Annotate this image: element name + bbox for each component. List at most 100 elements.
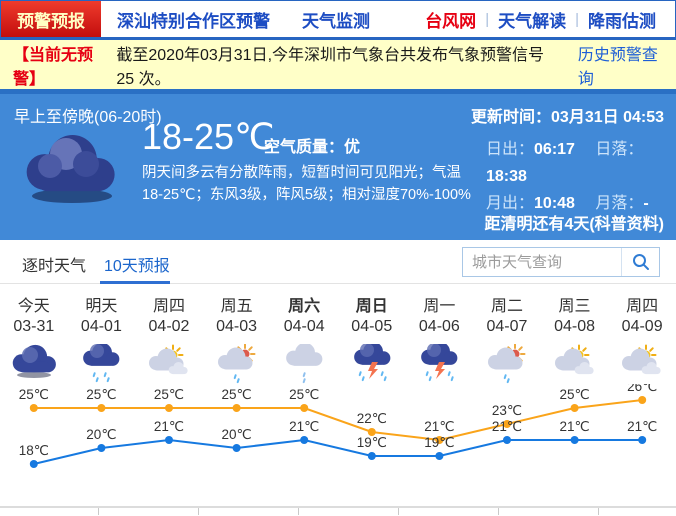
day-date: 04-01 xyxy=(80,318,122,335)
sun-cloud-icon xyxy=(148,344,188,375)
nav-link-天气解读[interactable]: 天气解读 xyxy=(498,11,567,31)
weather-icon-cell xyxy=(338,344,406,384)
search-icon xyxy=(632,254,649,270)
day-date: 04-03 xyxy=(216,318,258,335)
svg-text:21℃: 21℃ xyxy=(154,419,184,434)
separator: | xyxy=(485,10,490,28)
svg-text:25℃: 25℃ xyxy=(86,387,116,402)
day-date: 04-09 xyxy=(621,318,663,335)
tab-ten-day-forecast[interactable]: 10天预报 xyxy=(104,258,170,275)
thunderstorm-icon xyxy=(353,344,391,382)
update-time: 更新时间：03月31日 04:53 xyxy=(471,109,664,126)
svg-text:25℃: 25℃ xyxy=(289,387,319,402)
column-separator xyxy=(598,508,599,515)
day-icon-row xyxy=(0,344,676,384)
current-weather-panel: 早上至傍晚(06-20时) 更新时间：03月31日 04:53 18-25℃ 空… xyxy=(0,94,676,240)
svg-text:21℃: 21℃ xyxy=(560,419,590,434)
sun-moon-info: 日出：06:17 日落：18:38 月出：10:48 月落：- xyxy=(486,136,676,217)
weather-icon-cell xyxy=(135,344,203,384)
svg-text:21℃: 21℃ xyxy=(627,419,657,434)
sunrise-sunset-row: 日出：06:17 日落：18:38 xyxy=(486,141,644,185)
history-alert-link[interactable]: 历史预警查询 xyxy=(577,46,658,88)
weather-icon-cell xyxy=(406,344,474,384)
air-quality: 空气质量：优 xyxy=(264,139,361,156)
weather-icon-cell xyxy=(541,344,609,384)
rain-icon xyxy=(83,344,120,383)
weather-icon-cell xyxy=(203,344,271,384)
day-date-row: 03-31 04-01 04-02 04-03 04-04 04-05 04-06 04-07… xyxy=(0,318,676,336)
sun-cloud-icon xyxy=(554,344,594,375)
svg-text:25℃: 25℃ xyxy=(560,387,590,402)
day-name: 今天 xyxy=(17,298,50,315)
svg-text:25℃: 25℃ xyxy=(19,387,49,402)
nav-tab-深汕特别合作区预警[interactable]: 深汕特别合作区预警 xyxy=(117,11,270,31)
day-name: 周五 xyxy=(220,298,253,315)
day-name: 周日 xyxy=(355,298,388,315)
weather-description: 阴天间多云有分散阵雨，短暂时间可见阳光；气温18-25℃；东风3级，阵风5级；相… xyxy=(142,165,471,204)
festival-countdown: 距清明还有4天(科普资料) xyxy=(484,216,664,233)
alert-notice-bar: 【当前无预警】 截至2020年03月31日,今年深圳市气象台共发布气象预警信号 … xyxy=(0,40,676,89)
temperature-range: 18-25℃ xyxy=(142,116,275,157)
column-separator xyxy=(198,508,199,515)
no-alert-badge: 【当前无预警】 xyxy=(13,46,94,88)
nav-tabs: 预警预报 深汕特别合作区预警 天气监测 xyxy=(1,1,386,37)
svg-text:19℃: 19℃ xyxy=(424,435,454,450)
light-rain-icon xyxy=(286,344,323,384)
blue-divider xyxy=(0,89,676,94)
day-name-row: 今天 明天 周四 周五 周六 周日 周一 周二 周三 周四 xyxy=(0,292,676,316)
day-name: 周四 xyxy=(152,298,185,315)
day-name: 周二 xyxy=(490,298,523,315)
day-date: 04-08 xyxy=(554,318,595,335)
day-date: 04-07 xyxy=(486,318,528,335)
separator: | xyxy=(575,10,579,28)
city-search-input[interactable] xyxy=(463,248,621,276)
moonrise-moonset-row: 月出：10:48 月落：- xyxy=(486,195,649,212)
sun-rain-icon xyxy=(487,344,526,384)
tab-hourly-weather[interactable]: 逐时天气 xyxy=(22,258,87,275)
svg-text:26℃: 26℃ xyxy=(627,384,657,394)
day-date: 04-04 xyxy=(283,318,325,335)
svg-text:22℃: 22℃ xyxy=(357,411,387,426)
day-name: 明天 xyxy=(85,298,118,315)
weather-icon-cell xyxy=(68,344,136,384)
svg-text:20℃: 20℃ xyxy=(222,427,252,442)
weather-icon-cell xyxy=(608,344,676,384)
weather-icon-cell xyxy=(0,344,68,384)
day-date: 04-02 xyxy=(148,318,190,335)
svg-text:21℃: 21℃ xyxy=(424,419,454,434)
svg-text:25℃: 25℃ xyxy=(154,387,184,402)
weather-icon-cell xyxy=(473,344,541,384)
active-tab-underline xyxy=(100,281,170,284)
svg-text:25℃: 25℃ xyxy=(222,387,252,402)
next-section-cutoff xyxy=(0,506,676,516)
svg-text:23℃: 23℃ xyxy=(492,403,522,418)
sun-cloud-icon xyxy=(622,344,661,375)
ten-day-forecast-section: 今天 明天 周四 周五 周六 周日 周一 周二 周三 周四 03-31 04-01 04-02 04-0… xyxy=(0,284,676,516)
nav-tab-天气监测[interactable]: 天气监测 xyxy=(302,11,370,31)
overcast-cloud-icon xyxy=(14,130,126,219)
column-separator xyxy=(98,508,99,515)
nav-tab-预警预报[interactable]: 预警预报 xyxy=(1,1,101,37)
day-name: 周一 xyxy=(423,298,456,315)
day-date: 04-06 xyxy=(418,318,460,335)
column-separator xyxy=(398,508,399,515)
day-name: 周六 xyxy=(288,298,321,315)
svg-text:21℃: 21℃ xyxy=(289,419,319,434)
weather-icon-cell xyxy=(270,344,338,384)
svg-text:20℃: 20℃ xyxy=(86,427,116,442)
search-button[interactable] xyxy=(621,248,659,276)
day-name: 周三 xyxy=(558,298,591,315)
forecast-tab-row: 逐时天气 10天预报 xyxy=(0,240,676,284)
sun-rain-icon xyxy=(217,344,256,384)
alert-summary-text: 截至2020年03月31日,今年深圳市气象台共发布气象预警信号 25 次。 xyxy=(116,46,545,88)
day-date: 04-05 xyxy=(351,318,393,335)
column-separator xyxy=(498,508,499,515)
nav-link-台风网[interactable]: 台风网 xyxy=(425,11,477,31)
temperature-trend-chart: 25℃ 25℃ 25℃ 25℃ 25℃22℃21℃23℃25℃26℃18℃20℃21℃2… xyxy=(19,384,657,468)
day-name: 周四 xyxy=(626,298,659,315)
svg-text:21℃: 21℃ xyxy=(492,419,522,434)
overcast-icon xyxy=(12,344,56,378)
forecast-period: 早上至傍晚(06-20时) xyxy=(14,109,162,126)
svg-text:19℃: 19℃ xyxy=(357,435,387,450)
nav-link-降雨估测[interactable]: 降雨估测 xyxy=(588,11,656,31)
